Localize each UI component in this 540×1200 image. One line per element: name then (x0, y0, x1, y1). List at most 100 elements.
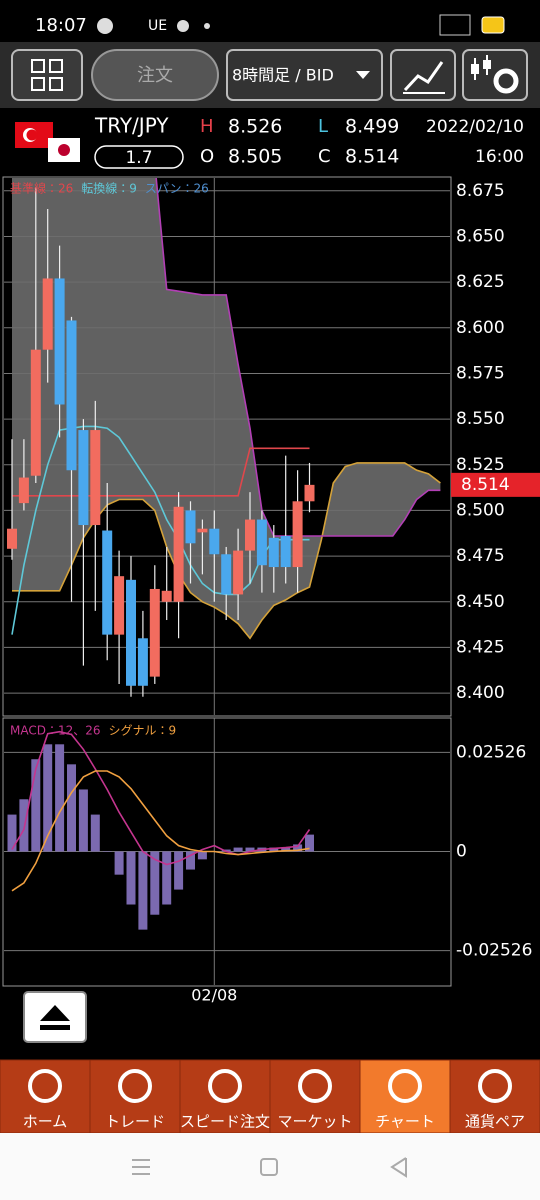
legend-entry: シグナル：9 (109, 724, 177, 738)
legend-entry: 基準線：26 (10, 181, 73, 196)
nav-label: チャート (375, 1113, 435, 1131)
nav-label: ホーム (23, 1113, 68, 1131)
y-tick-label: 8.400 (456, 683, 505, 703)
histogram-bar (233, 847, 243, 852)
open: 8.505 (228, 146, 282, 168)
nav-item[interactable]: スピード注文 (179, 1059, 271, 1134)
status-icon (97, 18, 113, 34)
candle-body (280, 536, 291, 568)
y-tick-label: 8.575 (456, 363, 505, 383)
nav-item[interactable]: チャート (359, 1059, 451, 1134)
system-nav (0, 1133, 540, 1200)
candle-body (7, 528, 17, 549)
y-tick-label: 8.650 (456, 226, 505, 246)
y-tick-label: 8.450 (456, 592, 505, 612)
candle-body (137, 638, 148, 686)
candle-body (18, 477, 29, 504)
bottom-nav: ホーム トレード スピード注文 マーケット チャート 通貨ペア (0, 1059, 540, 1134)
last-price-box (451, 472, 540, 497)
settings-button[interactable] (462, 49, 528, 101)
nav-label: トレード (105, 1113, 165, 1131)
candle-body (149, 588, 160, 677)
y-tick-label: 8.675 (456, 181, 505, 201)
histogram-bar (90, 814, 100, 852)
macd-line (11, 770, 310, 892)
high: 8.526 (228, 116, 282, 138)
candle-body (42, 278, 53, 350)
histogram-bar (293, 844, 303, 852)
nav-item[interactable]: マーケット (269, 1059, 361, 1134)
nav-item[interactable]: トレード (89, 1059, 181, 1134)
y-tick-label: 8.525 (456, 455, 505, 475)
candle-body (90, 430, 101, 526)
histogram-bar (245, 847, 255, 852)
candle-body (66, 320, 77, 471)
nav-label: 通貨ペア (465, 1113, 525, 1131)
nav-item[interactable]: 通貨ペア (449, 1059, 540, 1134)
histogram-bar (305, 834, 314, 852)
legend-entry: 転換線：9 (81, 181, 137, 196)
y-tick-label: 8.550 (456, 409, 505, 429)
span-b-line (155, 178, 441, 537)
flag-tr (26, 129, 38, 141)
nav-icon (28, 1069, 62, 1103)
candle-body (197, 528, 208, 533)
close: 8.514 (345, 146, 399, 168)
collapse-button[interactable] (23, 991, 87, 1043)
candle-body (221, 554, 232, 595)
chart-type-button[interactable] (390, 49, 456, 101)
timeframe-button[interactable]: 8時間足 / BID (226, 49, 383, 101)
candle-body (304, 484, 315, 502)
candle-body (292, 501, 303, 568)
histogram-bar (174, 851, 184, 890)
y-tick-label: 8.625 (456, 272, 505, 292)
low: 8.499 (345, 116, 399, 138)
histogram-bar (31, 759, 41, 852)
histogram-bar (67, 764, 76, 852)
menu-button[interactable] (11, 49, 83, 101)
cloud-fill (12, 178, 441, 639)
histogram-bar (269, 847, 279, 852)
candle-body (126, 579, 136, 686)
candle-body (78, 430, 89, 526)
indicator-line (12, 447, 310, 497)
system-buttons (132, 1157, 407, 1178)
nav-icon (478, 1069, 512, 1103)
nav-label: マーケット (277, 1113, 352, 1131)
legend-entry: MACD：12、26 (10, 724, 101, 738)
nav-icon (388, 1069, 422, 1103)
candle-body (54, 278, 65, 405)
candle-body (185, 510, 196, 544)
histogram-bar (138, 851, 148, 930)
battery-icon (481, 16, 505, 34)
status-time: 18:07 (35, 15, 87, 36)
histogram-bar (55, 744, 65, 852)
axes: 8.400 8.425 8.450 8.475 8.500 8.525 8.550 8.575… (10, 181, 540, 1005)
low-label: L (318, 116, 328, 137)
main-plot (4, 178, 450, 715)
status-icon (204, 23, 210, 29)
candle-body (173, 506, 184, 602)
histogram-bar (43, 744, 53, 852)
open-label: O (200, 146, 214, 167)
histogram-bar (162, 851, 172, 905)
nav-item[interactable]: ホーム (0, 1059, 91, 1134)
close-label: C (318, 146, 331, 167)
flag-jp (58, 144, 70, 156)
nav-icon (298, 1069, 332, 1103)
histogram-bar (126, 851, 136, 905)
y-tick-label: -0.02526 (456, 941, 532, 961)
nav-label: スピード注文 (180, 1113, 270, 1131)
histogram-bar (281, 847, 291, 852)
y-tick-label: 0 (456, 842, 467, 862)
histogram-bar (197, 851, 207, 860)
macd-plot (4, 718, 450, 985)
order-button[interactable]: 注文 (91, 49, 219, 101)
nav-icon (118, 1069, 152, 1103)
macd-line (11, 730, 311, 866)
time: 16:00 (475, 147, 524, 167)
y-tick-label: 8.475 (456, 546, 505, 566)
histogram-bar (7, 814, 17, 852)
